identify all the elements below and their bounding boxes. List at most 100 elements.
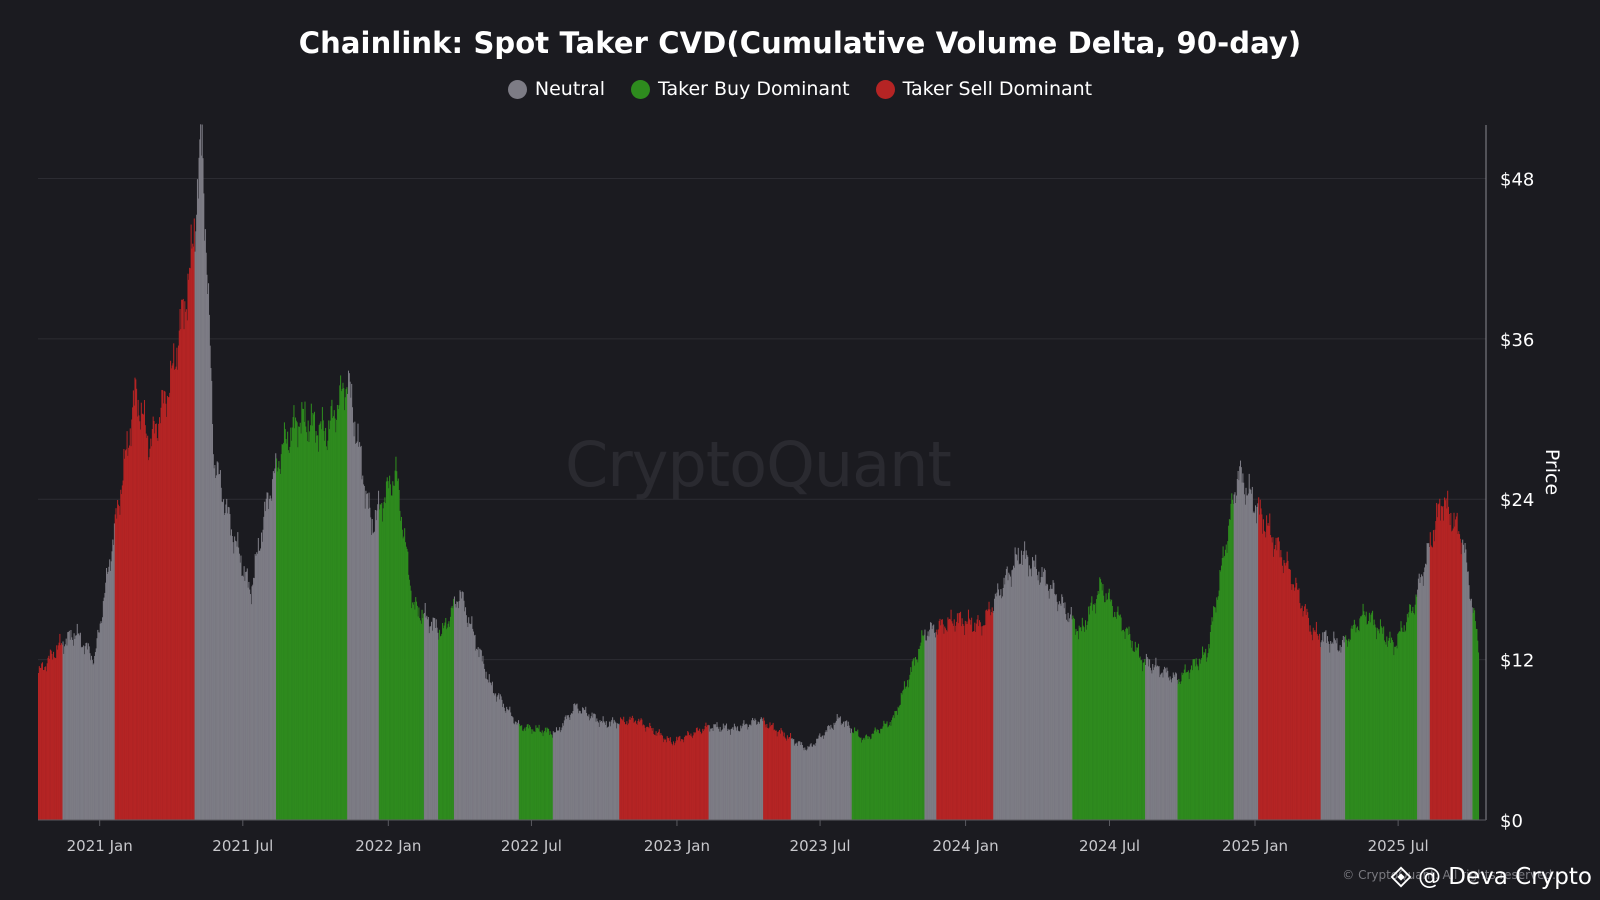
price-bar	[1042, 577, 1044, 820]
price-bar	[971, 617, 973, 820]
price-bar	[551, 734, 553, 820]
price-bar	[116, 518, 118, 820]
price-bar	[1285, 562, 1287, 820]
price-bar	[1437, 504, 1439, 820]
price-bar	[1300, 608, 1302, 820]
price-bar	[358, 446, 360, 820]
price-bar	[907, 680, 909, 820]
price-bar	[1304, 606, 1306, 820]
price-bar	[383, 502, 385, 820]
price-bar	[177, 345, 180, 820]
price-bar	[1150, 670, 1152, 820]
price-bar	[414, 609, 416, 820]
price-bar	[230, 535, 232, 820]
legend-item-neutral[interactable]: Neutral	[507, 78, 605, 100]
price-bar	[1141, 671, 1143, 820]
price-bar	[196, 179, 198, 820]
price-bar	[480, 649, 482, 820]
price-bar	[1088, 614, 1090, 820]
price-bar	[219, 470, 221, 820]
price-bar	[754, 718, 756, 820]
price-bar	[889, 722, 891, 820]
price-bar	[1181, 672, 1183, 820]
price-bar	[1109, 599, 1111, 820]
price-bar	[1118, 614, 1120, 820]
price-bar	[899, 705, 901, 820]
price-bar	[330, 406, 332, 820]
price-bar	[896, 714, 898, 820]
price-bar	[609, 726, 611, 820]
price-bar	[572, 710, 574, 820]
price-bar	[1132, 650, 1134, 820]
price-bar	[1049, 588, 1051, 820]
price-bar	[744, 725, 746, 820]
price-bar	[211, 380, 213, 820]
price-bar	[221, 501, 223, 820]
price-bar	[1310, 631, 1312, 820]
price-bar	[753, 721, 755, 820]
price-bar	[799, 741, 801, 820]
price-bar	[186, 320, 188, 820]
price-bar	[679, 735, 681, 820]
price-bar	[75, 635, 77, 820]
price-bar	[467, 627, 469, 820]
price-bar	[1357, 629, 1359, 820]
price-bar	[1205, 648, 1207, 820]
price-bar	[1273, 549, 1276, 820]
price-bar	[323, 431, 325, 820]
price-bar	[94, 652, 96, 820]
price-bar	[1012, 569, 1014, 820]
price-bar	[771, 724, 773, 820]
price-bar	[929, 629, 931, 820]
price-bar	[843, 721, 845, 820]
price-bar	[654, 735, 656, 820]
price-bar	[869, 737, 871, 820]
price-bar	[64, 646, 66, 820]
price-bar	[1188, 679, 1190, 820]
price-bar	[160, 407, 162, 820]
price-bar	[1230, 503, 1232, 820]
price-bar	[446, 627, 448, 820]
price-bar	[284, 429, 286, 820]
price-bar	[158, 417, 161, 820]
price-bar	[1394, 646, 1397, 820]
price-bar	[185, 309, 187, 820]
price-bar	[79, 635, 81, 820]
price-bar	[1474, 610, 1476, 820]
price-bar	[533, 731, 535, 820]
price-bar	[523, 729, 525, 820]
price-bar	[89, 653, 91, 820]
price-bar	[399, 510, 401, 820]
price-bar	[683, 742, 685, 820]
price-bar	[1053, 582, 1055, 820]
price-bar	[1367, 623, 1369, 820]
price-bar	[1214, 607, 1216, 820]
price-bar	[802, 747, 804, 820]
price-bar	[200, 155, 202, 821]
price-bar	[774, 729, 776, 820]
price-bar	[1351, 625, 1353, 820]
price-bar	[1216, 597, 1218, 820]
price-bar	[872, 733, 874, 820]
price-bar	[117, 504, 119, 820]
price-bar	[1190, 665, 1192, 820]
price-bar	[1450, 512, 1452, 820]
price-bar	[735, 727, 737, 820]
price-bar	[594, 714, 596, 820]
price-bar	[1312, 627, 1314, 820]
legend-item-taker-buy[interactable]: Taker Buy Dominant	[631, 78, 850, 100]
price-bar	[1117, 606, 1119, 820]
legend-item-taker-sell[interactable]: Taker Sell Dominant	[875, 78, 1092, 100]
price-bar	[763, 720, 765, 820]
price-bar	[206, 274, 208, 820]
price-bar	[1440, 505, 1442, 820]
price-bar	[567, 715, 569, 820]
price-bar	[605, 721, 607, 820]
price-bar	[719, 726, 721, 820]
price-bar	[744, 724, 746, 820]
price-bar	[1344, 636, 1346, 820]
price-bar	[606, 727, 608, 820]
price-bar	[1066, 621, 1068, 820]
price-bar	[616, 728, 618, 820]
price-bar	[126, 431, 128, 820]
